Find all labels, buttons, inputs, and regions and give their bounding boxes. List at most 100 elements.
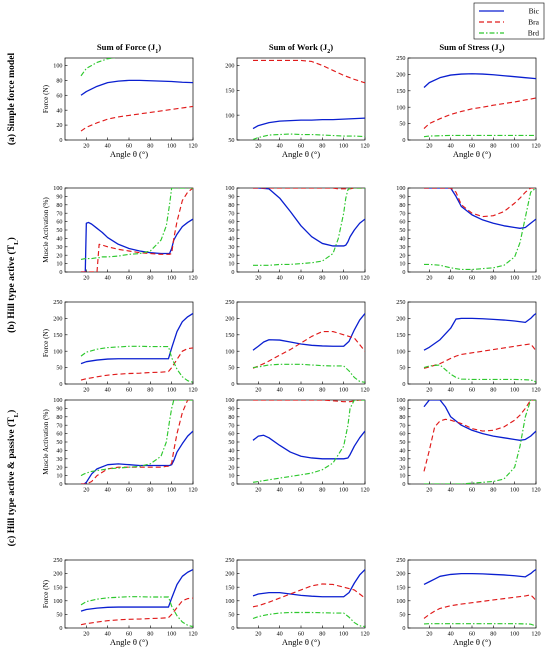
series-line-bic — [423, 568, 536, 586]
series-line-brd — [423, 134, 536, 138]
legend: Bic Bra Brd — [473, 2, 545, 40]
x-tick-label: 100 — [167, 275, 176, 282]
y-tick-label: 100 — [225, 112, 234, 119]
x-tick-label: 20 — [255, 487, 261, 494]
x-tick-label: 80 — [319, 631, 325, 638]
x-tick-label: 40 — [277, 487, 283, 494]
y-tick-label: 200 — [225, 63, 234, 70]
section-label-text-3-subscript: L — [13, 412, 20, 417]
x-tick-label: 40 — [105, 275, 111, 282]
y-tick-label: 60 — [399, 219, 405, 226]
x-tick-label: 40 — [277, 631, 283, 638]
x-tick-label: 60 — [126, 275, 132, 282]
y-tick-label: 30 — [228, 244, 234, 251]
y-tick-label: 200 — [396, 571, 405, 578]
section-label-text-2-subscript: L — [13, 240, 20, 245]
y-tick-label: 150 — [53, 584, 62, 591]
series-line-bic — [253, 188, 365, 247]
y-tick-label: 200 — [225, 316, 234, 323]
y-tick-label: 10 — [56, 261, 62, 268]
legend-label-bic: Bic — [529, 7, 540, 16]
x-tick-label: 20 — [426, 275, 432, 282]
x-tick-label: 40 — [105, 487, 111, 494]
y-tick-label: 0 — [231, 381, 234, 388]
series-line-brd — [252, 133, 365, 140]
y-tick-label: 250 — [396, 299, 405, 306]
y-tick-label: 40 — [56, 448, 62, 455]
x-tick-label: 80 — [490, 143, 496, 150]
y-tick-label: 80 — [56, 202, 62, 209]
x-tick-label: 80 — [319, 143, 325, 150]
y-axis-label: Force (N) — [42, 328, 50, 357]
section-label-3: (c) Hill type active & passive (TL) — [6, 410, 20, 547]
y-tick-label: 150 — [396, 332, 405, 339]
y-tick-label: 200 — [53, 571, 62, 578]
x-tick-label: 120 — [531, 275, 540, 282]
y-tick-label: 30 — [399, 456, 405, 463]
y-tick-label: 80 — [56, 414, 62, 421]
y-tick-label: 0 — [402, 625, 405, 632]
y-tick-label: 0 — [59, 381, 62, 388]
y-tick-label: 50 — [228, 612, 234, 619]
column-title-2: Sum of Work (J2) — [269, 42, 333, 55]
x-axis-label: Angle θ (°) — [110, 637, 148, 647]
y-tick-label: 50 — [399, 121, 405, 128]
column-title-2-tail: ) — [330, 42, 333, 52]
x-tick-label: 20 — [255, 387, 261, 394]
y-tick-label: 200 — [396, 72, 405, 79]
plot-frame — [407, 187, 537, 273]
x-tick-label: 80 — [147, 631, 153, 638]
legend-box — [473, 2, 545, 40]
x-tick-label: 120 — [188, 143, 197, 150]
y-tick-label: 60 — [56, 431, 62, 438]
x-tick-label: 100 — [510, 487, 519, 494]
section-label-text-1-main: (a) Simple force model — [6, 53, 17, 146]
x-tick-label: 20 — [426, 387, 432, 394]
x-tick-label: 120 — [360, 143, 369, 150]
y-tick-label: 50 — [56, 227, 62, 234]
y-tick-label: 20 — [399, 252, 405, 259]
y-tick-label: 150 — [396, 88, 405, 95]
series-line-brd — [252, 363, 365, 383]
y-tick-label: 70 — [228, 210, 234, 217]
x-tick-label: 120 — [188, 275, 197, 282]
y-axis-label: Muscle Activation (%) — [42, 409, 50, 475]
series-line-bra — [253, 188, 365, 190]
y-tick-label: 30 — [56, 244, 62, 251]
series-line-bic — [80, 568, 193, 612]
y-tick-label: 70 — [56, 422, 62, 429]
y-tick-label: 50 — [399, 612, 405, 619]
plot-frame — [236, 399, 366, 485]
series-line-brd — [252, 400, 365, 483]
x-tick-label: 40 — [105, 143, 111, 150]
y-tick-label: 20 — [228, 464, 234, 471]
series-line-bra — [253, 400, 365, 403]
y-tick-label: 100 — [53, 185, 62, 192]
y-tick-label: 30 — [399, 244, 405, 251]
y-tick-label: 60 — [56, 92, 62, 99]
x-tick-label: 60 — [469, 387, 475, 394]
x-tick-label: 100 — [510, 275, 519, 282]
y-tick-label: 90 — [399, 194, 405, 201]
y-tick-label: 50 — [56, 612, 62, 619]
series-line-bic — [252, 313, 365, 351]
y-tick-label: 0 — [59, 481, 62, 488]
plot-frame — [64, 57, 194, 141]
series-line-bic — [80, 312, 193, 365]
y-tick-label: 0 — [231, 481, 234, 488]
series-line-bic — [81, 430, 193, 484]
x-tick-label: 120 — [531, 387, 540, 394]
x-tick-label: 60 — [298, 275, 304, 282]
y-tick-label: 100 — [53, 63, 62, 70]
series-line-bra — [80, 597, 193, 626]
y-tick-label: 50 — [56, 365, 62, 372]
y-tick-label: 50 — [228, 227, 234, 234]
series-line-brd — [424, 400, 536, 484]
x-tick-label: 100 — [167, 143, 176, 150]
column-title-3-tail: ) — [502, 42, 505, 52]
plot-frame — [64, 399, 194, 485]
y-tick-label: 80 — [399, 202, 405, 209]
column-title-2-subscript: 2 — [327, 49, 330, 55]
x-tick-label: 20 — [83, 387, 89, 394]
